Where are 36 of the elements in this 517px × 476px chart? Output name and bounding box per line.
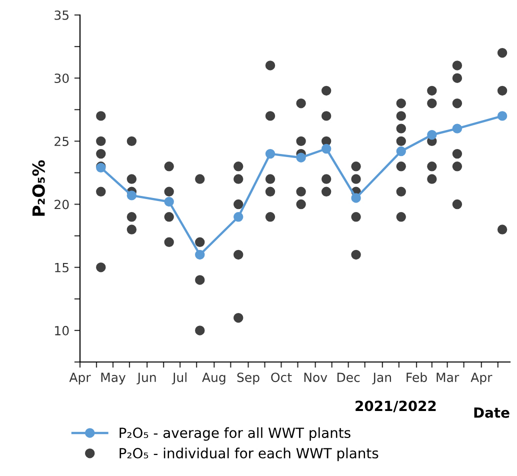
- x-tick-label: Jul: [172, 372, 186, 384]
- point: [126, 190, 137, 200]
- x-tick-label: Apr: [69, 372, 91, 385]
- x-axis-title: Date: [474, 408, 510, 418]
- point: [195, 250, 205, 260]
- x-tick-label: Sep: [237, 372, 260, 385]
- x-tick-label: Mar: [436, 372, 460, 382]
- legend-label: P₂O₅ - individual for each WWT plants: [120, 448, 378, 462]
- point: [497, 111, 508, 121]
- y-tick-label: 25: [54, 136, 68, 146]
- x-tick-label: Jan: [372, 372, 392, 384]
- point: [164, 196, 174, 207]
- point: [296, 152, 306, 162]
- x-tick-label: Nov: [304, 372, 328, 382]
- y-tick-label: 35: [54, 10, 68, 20]
- point: [321, 144, 332, 154]
- point: [396, 146, 406, 156]
- y-tick-label: 30: [54, 74, 69, 84]
- point: [351, 193, 361, 203]
- point: [234, 212, 244, 222]
- x-tick-label: Apr: [470, 372, 492, 385]
- x-tick-label: May: [101, 372, 126, 385]
- y-tick-label: 20: [54, 200, 69, 210]
- point: [427, 130, 437, 140]
- x-tick-label: Jun: [136, 372, 156, 384]
- y-tick-label: 10: [55, 326, 69, 336]
- x-tick-label: Dec: [337, 372, 360, 382]
- x-tick-label: Oct: [271, 372, 292, 382]
- x-tick-label: Aug: [202, 372, 226, 385]
- point: [452, 124, 462, 134]
- point: [265, 148, 276, 159]
- x-tick-label: Feb: [406, 372, 427, 382]
- legend-label: P₂O₅ - average for all WWT plants: [120, 427, 350, 441]
- y-axis-title: P₂O₅%: [32, 160, 45, 216]
- text: 2021/2022: [356, 400, 436, 412]
- y-tick-label: 15: [55, 263, 68, 272]
